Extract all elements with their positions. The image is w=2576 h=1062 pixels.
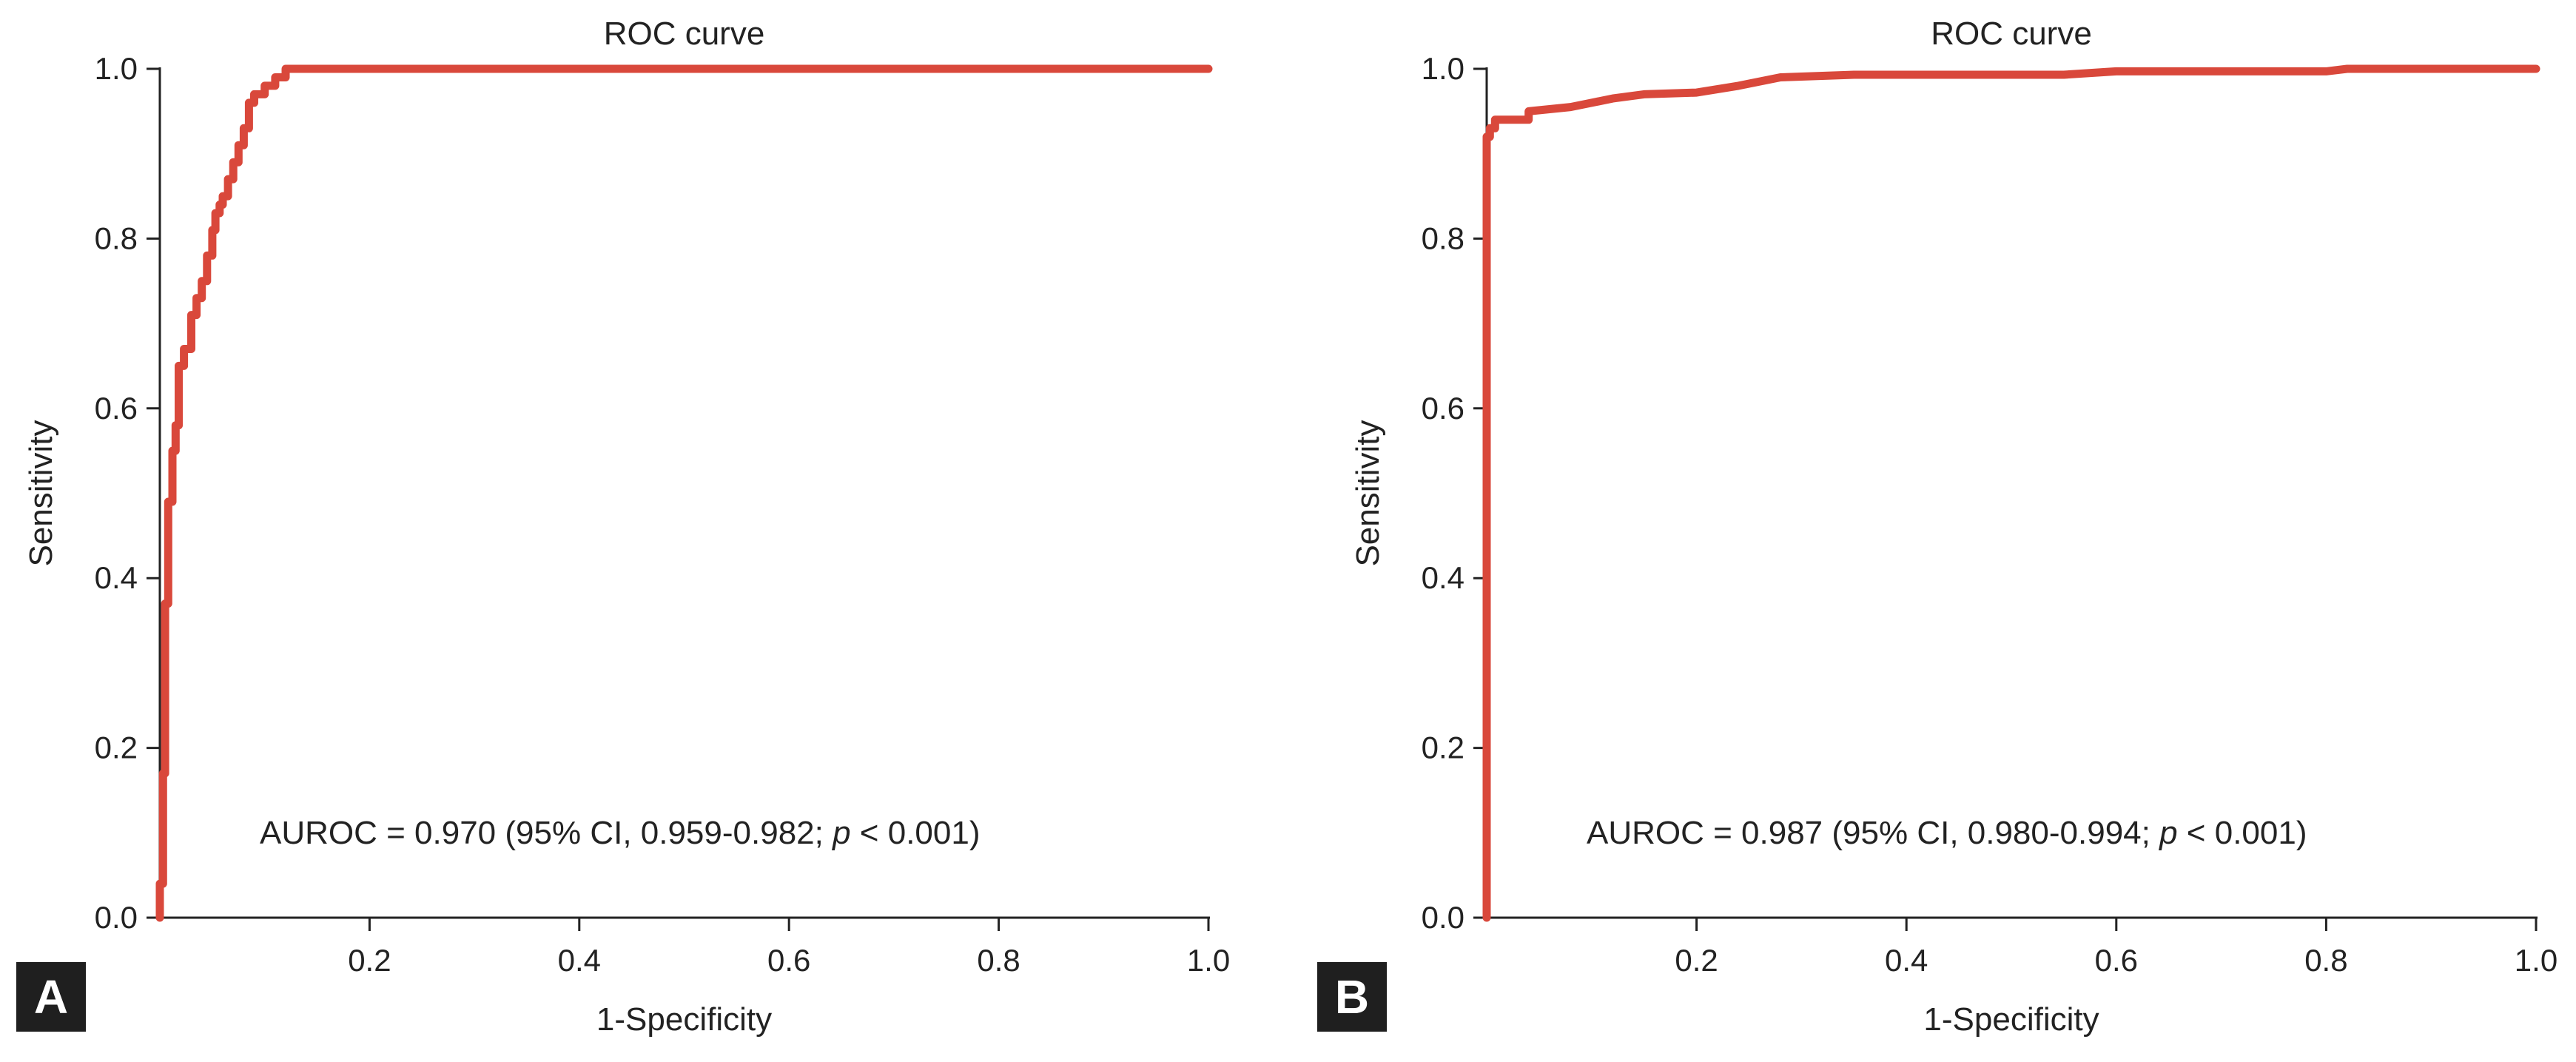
p-value-text: < 0.001) (851, 815, 981, 851)
x-tick-label: 0.8 (2304, 943, 2347, 978)
x-tick-label: 0.2 (348, 943, 391, 978)
auroc-text: AUROC = 0.970 (95% CI, 0.959-0.982; (260, 815, 833, 851)
y-tick-label: 0.2 (95, 730, 138, 765)
y-tick-label: 0.6 (95, 391, 138, 426)
x-tick-label: 0.2 (1675, 943, 1718, 978)
x-tick-label: 1.0 (1187, 943, 1230, 978)
y-tick-label: 0.0 (95, 900, 138, 935)
auroc-text: AUROC = 0.987 (95% CI, 0.980-0.994; (1587, 815, 2159, 851)
chart-title: ROC curve (604, 16, 765, 52)
y-tick-label: 0.0 (1422, 900, 1464, 935)
y-tick-label: 0.8 (1422, 221, 1464, 255)
y-tick-label: 0.4 (95, 560, 138, 595)
roc-chart-a: ROC curve 0.00.20.40.60.81.0 0.2 0.4 0.6 0.… (23, 16, 1230, 1038)
x-tick-label: 0.8 (977, 943, 1020, 978)
y-tick-label: 0.6 (1422, 391, 1464, 426)
y-tick-label: 1.0 (1422, 51, 1464, 86)
y-tick-label: 0.2 (1422, 730, 1464, 765)
p-symbol: p (2158, 815, 2177, 851)
x-ticks: 0.2 0.4 0.6 0.8 1.0 (348, 918, 1230, 978)
axis-lines (1485, 67, 2538, 919)
x-tick-label: 1.0 (2515, 943, 2557, 978)
panel-b: ROC curve 0.0 0.2 0.4 0.6 0.8 1.0 0.2 0.4 0.6 0.… (1288, 0, 2576, 1062)
y-ticks: 0.0 0.2 0.4 0.6 0.8 1.0 (95, 51, 160, 935)
x-tick-label: 0.4 (1885, 943, 1928, 978)
auroc-annotation: AUROC = 0.970 (95% CI, 0.959-0.982; p < … (260, 815, 980, 851)
axis-lines (158, 67, 1210, 919)
chart-title: ROC curve (1931, 16, 2092, 52)
auroc-annotation: AUROC = 0.987 (95% CI, 0.980-0.994; p < … (1587, 815, 2307, 851)
y-tick-label: 0.4 (1422, 560, 1464, 595)
panel-label-b: B (1317, 962, 1387, 1032)
x-axis-label: 1-Specificity (596, 1001, 772, 1038)
p-value-text: < 0.001) (2178, 815, 2307, 851)
y-axis-label: Sensitivity (1350, 420, 1386, 566)
y-ticks: 0.0 0.2 0.4 0.6 0.8 1.0 (1422, 51, 1487, 935)
x-tick-label: 0.4 (558, 943, 601, 978)
panel-a: ROC curve 0.0 0.2 0.4 0.6 0.8 1.0 0.2 0.4 0.6 0.… (16, 16, 1230, 1038)
panel-label-a: A (16, 962, 86, 1032)
roc-curve (155, 64, 1213, 922)
x-tick-label: 0.6 (2095, 943, 2138, 978)
y-tick-label: 1.0 (95, 51, 138, 86)
x-ticks: 0.2 0.4 0.6 0.8 1.0 (1675, 918, 2557, 978)
x-tick-label: 0.6 (767, 943, 810, 978)
y-tick-label: 0.8 (95, 221, 138, 255)
roc-chart-b: ROC curve 0.00.20.40.60.81.0 0.2 0.4 0.6 0.… (1350, 16, 2557, 1038)
roc-curve (1482, 64, 2540, 922)
y-axis-label: Sensitivity (23, 420, 59, 566)
x-axis-label: 1-Specificity (1923, 1001, 2099, 1038)
p-symbol: p (831, 815, 850, 851)
